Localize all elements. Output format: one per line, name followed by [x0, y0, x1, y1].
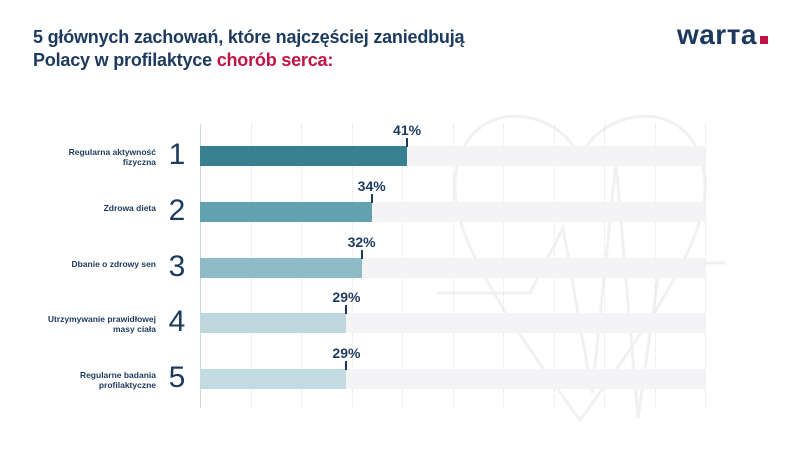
category-label: Dbanie o zdrowy sen	[71, 258, 156, 269]
title-line-1: 5 głównych zachowań, które najczęściej z…	[33, 27, 465, 47]
value-label: 29%	[332, 289, 361, 306]
bar-row-4: Utrzymywanie prawidłowej masy ciała 4 29…	[0, 287, 800, 343]
bar-row-1: Regularna aktywność fizyczna 1 41%	[0, 120, 800, 176]
value-label: 34%	[357, 177, 386, 194]
value-label: 41%	[393, 122, 422, 138]
bar	[200, 369, 347, 389]
value-tick	[345, 305, 348, 315]
rank-number: 3	[168, 249, 186, 283]
warta-logo-dot-icon	[760, 36, 768, 44]
rank-number: 4	[168, 305, 186, 339]
bar	[200, 313, 347, 334]
bar	[200, 201, 372, 222]
title-line-2: Polacy w profilaktyce chorób serca:	[33, 50, 334, 70]
value-label: 32%	[347, 233, 376, 250]
value-label: 29%	[332, 345, 361, 361]
rank-number: 2	[168, 193, 186, 227]
warta-logo: warта	[677, 20, 768, 50]
bar-row-2: Zdrowa dieta 2 34%	[0, 176, 800, 232]
gridline	[705, 124, 706, 408]
value-tick	[406, 138, 409, 147]
warta-logo-text: warта	[676, 19, 757, 50]
category-label: Utrzymywanie prawidłowej masy ciała	[47, 314, 156, 335]
value-tick	[360, 249, 363, 259]
bar-row-5: Regularne badania profilaktyczne 5 29%	[0, 343, 800, 399]
bar-row-3: Dbanie o zdrowy sen 3 32%	[0, 232, 800, 288]
value-tick	[345, 361, 348, 370]
rank-number: 1	[168, 138, 186, 171]
title-highlight: chorób serca:	[216, 50, 334, 70]
value-tick	[370, 193, 373, 203]
bar	[200, 146, 408, 166]
bar	[200, 257, 362, 278]
category-label: Zdrowa dieta	[103, 202, 156, 213]
category-label: Regularne badania profilaktyczne	[79, 370, 156, 390]
page-title: 5 głównych zachowań, które najczęściej z…	[33, 26, 465, 72]
category-label: Regularna aktywność fizyczna	[68, 147, 156, 167]
rank-number: 5	[168, 361, 186, 394]
